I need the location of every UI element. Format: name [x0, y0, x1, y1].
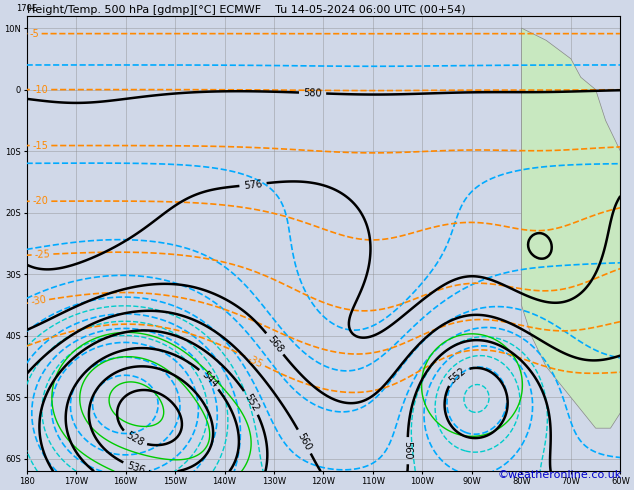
Text: 552: 552 [242, 392, 261, 413]
Text: 560: 560 [295, 431, 313, 452]
Text: 568: 568 [265, 334, 285, 354]
Text: 552: 552 [447, 365, 468, 385]
Text: -35: -35 [246, 353, 264, 369]
Text: 560: 560 [403, 441, 413, 460]
Text: -15: -15 [32, 141, 48, 150]
Text: 580: 580 [303, 88, 322, 98]
Text: Height/Temp. 500 hPa [gdmp][°C] ECMWF    Tu 14-05-2024 06:00 UTC (00+54): Height/Temp. 500 hPa [gdmp][°C] ECMWF Tu… [27, 5, 465, 15]
Text: -10: -10 [32, 85, 48, 95]
Polygon shape [521, 28, 634, 428]
Text: 576: 576 [243, 179, 262, 191]
Text: -20: -20 [32, 196, 48, 206]
Text: 528: 528 [124, 430, 145, 448]
Text: 536: 536 [126, 460, 146, 475]
Text: ©weatheronline.co.uk: ©weatheronline.co.uk [497, 470, 621, 480]
Text: 544: 544 [199, 369, 219, 390]
Text: -25: -25 [34, 249, 51, 260]
Text: -30: -30 [30, 295, 47, 307]
Text: -5: -5 [30, 28, 39, 39]
Text: 170E: 170E [16, 3, 37, 13]
